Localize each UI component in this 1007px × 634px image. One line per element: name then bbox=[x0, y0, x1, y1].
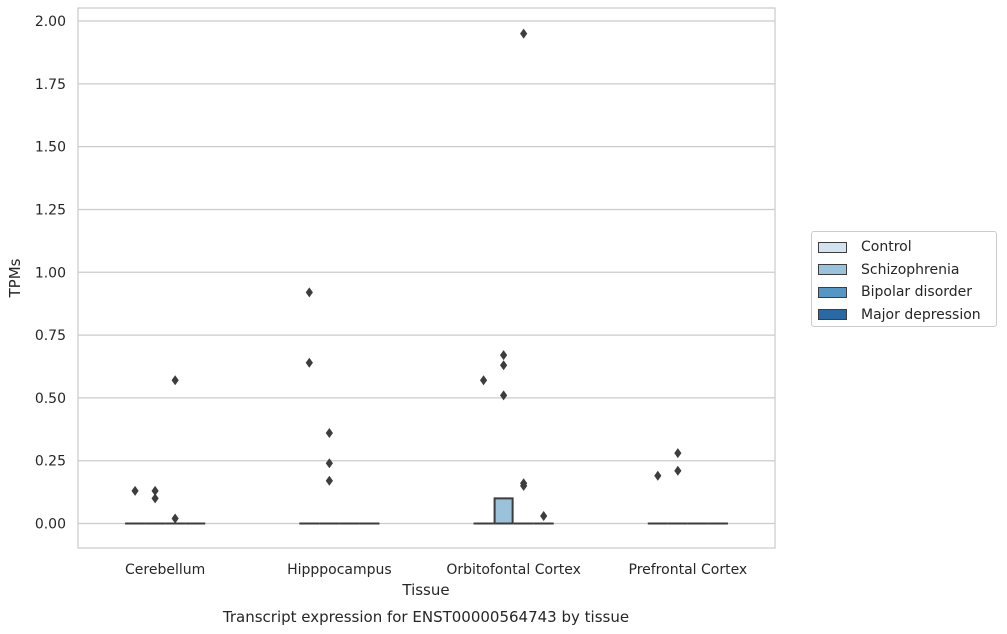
legend: Control Schizophrenia Bipolar disorder Majo… bbox=[811, 231, 997, 327]
y-axis-ticks: 0.00 0.25 0.50 0.75 1.00 1.25 1.50 1.75 2.00 bbox=[35, 14, 66, 533]
outlier-point bbox=[171, 513, 179, 524]
outlier-point bbox=[151, 493, 159, 504]
outlier-point bbox=[305, 287, 313, 298]
y-tick-label: 0.75 bbox=[35, 328, 66, 344]
y-tick-label: 1.50 bbox=[35, 140, 66, 156]
outlier-point bbox=[325, 458, 333, 469]
legend-label: Major depression bbox=[861, 306, 981, 323]
x-tick-label: Hipppocampus bbox=[287, 562, 392, 578]
box bbox=[493, 497, 514, 525]
x-axis-label: Tissue bbox=[401, 581, 449, 599]
x-tick-label: Orbitofontal Cortex bbox=[446, 562, 581, 578]
outlier-point bbox=[674, 465, 682, 476]
legend-item: Bipolar disorder bbox=[818, 281, 996, 304]
legend-swatch bbox=[818, 309, 847, 321]
boxes bbox=[125, 497, 728, 525]
outlier-point bbox=[540, 510, 548, 521]
outlier-point bbox=[500, 390, 508, 401]
outlier-point bbox=[325, 428, 333, 439]
legend-item: Control bbox=[818, 236, 996, 259]
outlier-point bbox=[674, 448, 682, 459]
outliers bbox=[131, 28, 682, 524]
outlier-point bbox=[151, 485, 159, 496]
outlier-point bbox=[171, 375, 179, 386]
legend-label: Bipolar disorder bbox=[861, 284, 973, 301]
x-tick-label: Prefrontal Cortex bbox=[629, 562, 748, 578]
legend-item: Major depression bbox=[818, 304, 996, 327]
outlier-point bbox=[520, 28, 528, 39]
y-tick-label: 0.25 bbox=[35, 454, 66, 470]
legend-item: Schizophrenia bbox=[818, 259, 996, 282]
y-tick-label: 1.75 bbox=[35, 77, 66, 93]
x-tick-label: Cerebellum bbox=[125, 562, 205, 578]
gridlines bbox=[78, 20, 775, 525]
outlier-point bbox=[325, 475, 333, 486]
y-tick-label: 2.00 bbox=[35, 14, 66, 30]
y-tick-label: 1.25 bbox=[35, 202, 66, 218]
y-axis-label: TPMs bbox=[6, 258, 24, 298]
outlier-point bbox=[131, 485, 139, 496]
outlier-point bbox=[500, 350, 508, 361]
legend-swatch bbox=[818, 241, 847, 253]
outlier-point bbox=[500, 360, 508, 371]
outlier-point bbox=[479, 375, 488, 386]
outlier-point bbox=[305, 357, 313, 368]
legend-label: Schizophrenia bbox=[861, 261, 960, 278]
outlier-point bbox=[520, 480, 528, 491]
legend-label: Control bbox=[861, 239, 912, 256]
plot-area-frame bbox=[77, 7, 776, 549]
outlier-point bbox=[654, 470, 662, 481]
y-tick-label: 0.50 bbox=[35, 391, 66, 407]
y-tick-label: 1.00 bbox=[35, 265, 66, 281]
legend-swatch bbox=[818, 264, 847, 276]
x-axis-ticks: Cerebellum Hipppocampus Orbitofontal Corte… bbox=[125, 562, 747, 578]
y-tick-label: 0.00 bbox=[35, 517, 66, 533]
legend-swatch bbox=[818, 286, 847, 298]
chart-caption: Transcript expression for ENST0000056474… bbox=[222, 608, 629, 626]
